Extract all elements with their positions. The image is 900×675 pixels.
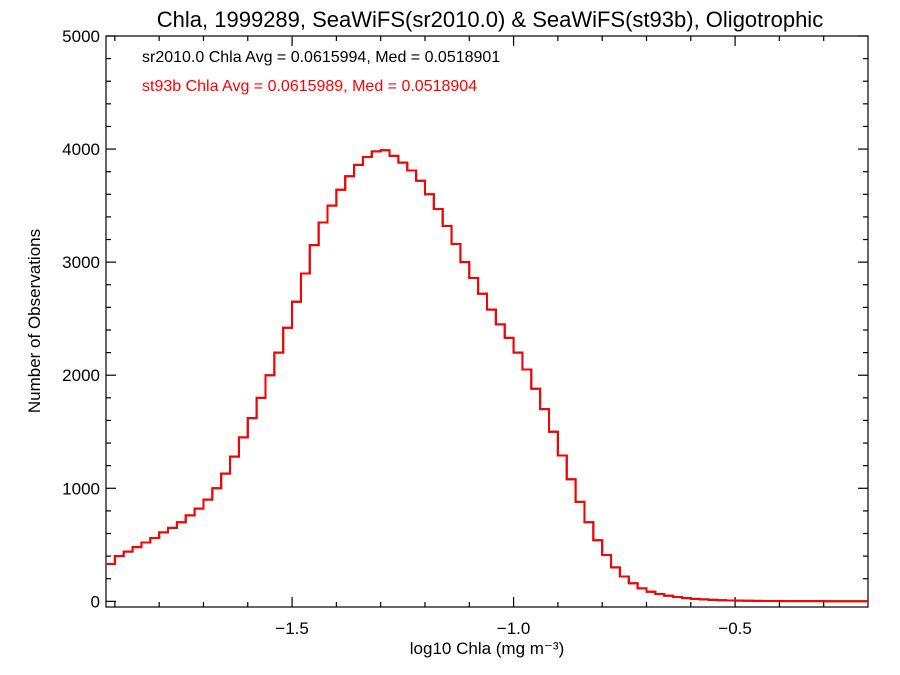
y-tick-label: 2000 <box>62 366 100 385</box>
chart-title: Chla, 1999289, SeaWiFS(sr2010.0) & SeaWi… <box>157 7 823 32</box>
series-sr2010-line <box>106 149 868 603</box>
y-tick-label: 1000 <box>62 479 100 498</box>
plot-frame <box>105 35 869 608</box>
x-tick-label: −1.0 <box>497 619 531 638</box>
y-tick-label: 5000 <box>62 27 100 46</box>
axis-ticks: 0 1000 2000 3000 4000 5000 −1.5 −1.0 −0.5 <box>62 27 868 638</box>
series-st93b-line <box>106 149 868 603</box>
x-tick-label: −0.5 <box>718 619 752 638</box>
y-tick-label: 0 <box>91 592 100 611</box>
y-tick-label: 3000 <box>62 253 100 272</box>
x-tick-label: −1.5 <box>275 619 309 638</box>
y-axis-label: Number of Observations <box>25 229 44 413</box>
annotation-sr2010: sr2010.0 Chla Avg = 0.0615994, Med = 0.0… <box>142 49 500 66</box>
annotation-st93b: st93b Chla Avg = 0.0615989, Med = 0.0518… <box>142 78 477 95</box>
y-tick-label: 4000 <box>62 140 100 159</box>
x-axis-label: log10 Chla (mg m⁻³) <box>410 639 564 658</box>
series-layer <box>106 149 868 603</box>
